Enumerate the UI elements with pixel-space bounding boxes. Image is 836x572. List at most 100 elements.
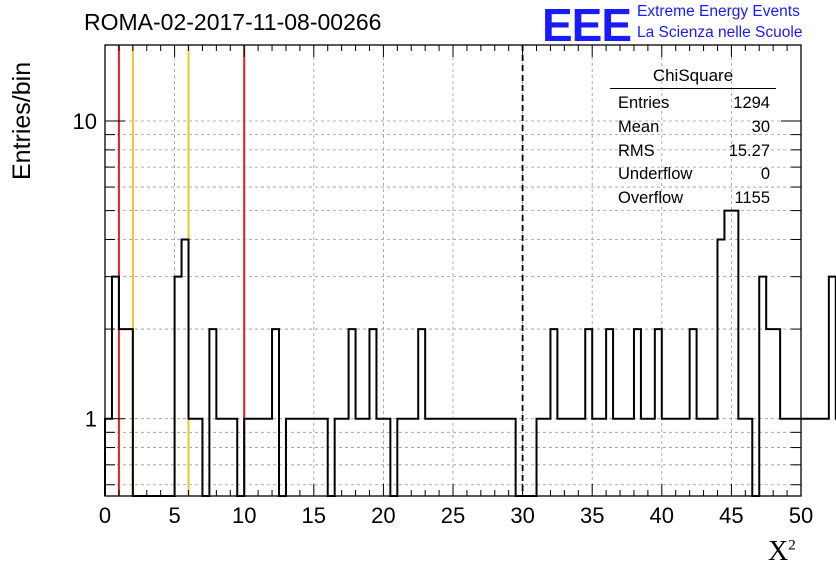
histogram-bin xyxy=(356,419,363,496)
histogram-bin xyxy=(543,419,550,496)
stats-value: 1294 xyxy=(733,94,770,112)
histogram-bin xyxy=(342,419,349,496)
histogram-bin xyxy=(349,329,356,496)
histogram-bin xyxy=(606,329,613,496)
histogram-bin xyxy=(495,419,502,496)
histogram-bin xyxy=(258,419,265,496)
y-axis-label: Entries/bin xyxy=(8,61,36,180)
histogram-bin xyxy=(383,419,390,496)
histogram-bin xyxy=(335,419,342,496)
histogram-bin xyxy=(599,419,606,496)
stats-label: Entries xyxy=(618,94,670,112)
histogram-bin xyxy=(690,329,697,496)
x-tick-label: 20 xyxy=(371,503,395,528)
stats-value: 0 xyxy=(760,165,770,184)
histogram-bin xyxy=(474,419,481,496)
logo-subtitle-2: La Scienza nelle Scuole xyxy=(637,24,803,41)
histogram-bin xyxy=(585,329,592,496)
histogram-bin xyxy=(175,277,182,496)
histogram-bin xyxy=(676,419,683,496)
histogram-bin xyxy=(230,419,237,496)
histogram-bin xyxy=(815,419,822,496)
histogram-bin xyxy=(453,419,460,496)
histogram-bin xyxy=(446,419,453,496)
histogram-bin xyxy=(822,419,829,496)
histogram-bin xyxy=(182,239,189,496)
histogram-line xyxy=(104,209,836,497)
x-tick-label: 50 xyxy=(789,503,813,528)
x-tick-label: 45 xyxy=(719,503,743,528)
histogram-bin xyxy=(711,419,718,496)
stats-label: Overflow xyxy=(618,189,684,208)
histogram-bin xyxy=(189,419,196,496)
histogram-bin xyxy=(669,419,676,496)
histogram-bin xyxy=(550,329,557,496)
histogram-bin xyxy=(627,419,634,496)
histogram-bin xyxy=(467,419,474,496)
histogram-bin xyxy=(683,419,690,496)
histogram-bin xyxy=(195,419,202,496)
histogram-bin xyxy=(425,419,432,496)
histogram-bin xyxy=(557,419,564,496)
stats-row-overflow: Overflow 1155 xyxy=(610,186,776,210)
histogram-bin xyxy=(300,419,307,496)
x-tick-label: 5 xyxy=(168,503,180,528)
histogram-bin xyxy=(488,419,495,496)
x-tick-label: 25 xyxy=(441,503,465,528)
histogram-bin xyxy=(209,329,216,496)
logo-subtitle-1: Extreme Energy Events xyxy=(637,3,800,20)
histogram-bin xyxy=(780,419,787,496)
histogram-bin xyxy=(376,419,383,496)
histogram-bin xyxy=(655,329,662,496)
y-tick-label: 10 xyxy=(73,109,97,134)
histogram-bin xyxy=(724,211,731,496)
histogram-bin xyxy=(745,419,752,496)
histogram-bin xyxy=(697,419,704,496)
histogram-bin xyxy=(314,419,321,496)
histogram-bin xyxy=(766,329,773,496)
stats-value: 15.27 xyxy=(728,141,770,160)
histogram-bin xyxy=(251,419,258,496)
histogram-bin xyxy=(613,419,620,496)
histogram-bin xyxy=(773,329,780,496)
x-axis-label: X2 xyxy=(768,536,796,567)
histogram-bin xyxy=(216,419,223,496)
histogram-bin xyxy=(307,419,314,496)
histogram-bin xyxy=(272,329,279,496)
stats-row-entries: Entries 1294 xyxy=(610,91,776,115)
histogram-bin xyxy=(829,277,836,496)
histogram-bin xyxy=(537,419,544,496)
histogram-bin xyxy=(564,419,571,496)
histogram-bin xyxy=(717,239,724,496)
x-tick-label: 40 xyxy=(650,503,674,528)
histogram-bin xyxy=(759,277,766,496)
axis-ticks: 0 5 10 15 20 25 30 35 40 45 50 1 10 xyxy=(73,45,813,528)
x-tick-label: 15 xyxy=(302,503,326,528)
histogram-bin xyxy=(704,419,711,496)
histogram-series xyxy=(104,209,836,497)
histogram-bin xyxy=(293,419,300,496)
stats-value: 1155 xyxy=(734,189,770,208)
histogram-bin xyxy=(801,419,808,496)
histogram-bin xyxy=(265,419,272,496)
histogram-bin xyxy=(634,329,641,496)
x-tick-label: 30 xyxy=(510,503,534,528)
stats-row-rms: RMS 15.27 xyxy=(610,139,776,163)
histogram-bin xyxy=(648,419,655,496)
stats-row-mean: Mean 30 xyxy=(610,115,776,139)
histogram-bin xyxy=(286,419,293,496)
histogram-bin xyxy=(244,419,251,496)
histogram-bin xyxy=(808,419,815,496)
stats-label: Underflow xyxy=(618,165,693,184)
stats-title: ChiSquare xyxy=(610,66,776,89)
stats-value: 30 xyxy=(751,117,770,136)
histogram-bin xyxy=(731,211,738,496)
histogram-bin xyxy=(119,329,126,496)
histogram-bin xyxy=(509,419,516,496)
stats-label: RMS xyxy=(618,141,655,160)
histogram-bin xyxy=(439,419,446,496)
stats-label: Mean xyxy=(618,117,660,136)
histogram-bin xyxy=(481,419,488,496)
run-title: ROMA-02-2017-11-08-00266 xyxy=(84,9,382,35)
